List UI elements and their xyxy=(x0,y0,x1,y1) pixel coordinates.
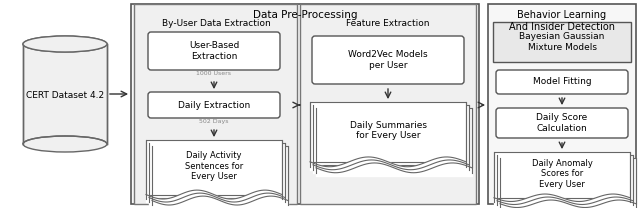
Text: By-User Data Extraction: By-User Data Extraction xyxy=(162,19,270,28)
Bar xyxy=(134,4,297,204)
Ellipse shape xyxy=(23,36,107,52)
Text: Daily Activity
Sentences for
Every User: Daily Activity Sentences for Every User xyxy=(185,151,243,181)
Ellipse shape xyxy=(23,136,107,152)
Bar xyxy=(131,4,479,204)
Bar xyxy=(23,44,107,144)
Bar xyxy=(313,105,469,165)
FancyBboxPatch shape xyxy=(496,108,628,138)
Bar xyxy=(488,4,636,204)
Bar xyxy=(152,146,288,201)
Text: Behavior Learning
And Insider Detection: Behavior Learning And Insider Detection xyxy=(509,10,615,32)
Text: Word2Vec Models
per User: Word2Vec Models per User xyxy=(348,50,428,70)
Text: Daily Score
Calculation: Daily Score Calculation xyxy=(536,113,588,133)
Bar xyxy=(310,102,466,162)
Bar xyxy=(149,143,285,198)
Text: Data Pre-Processing: Data Pre-Processing xyxy=(253,10,357,20)
Text: Bayesian Gaussian
Mixture Models: Bayesian Gaussian Mixture Models xyxy=(519,32,605,52)
Text: Daily Summaries
for Every User: Daily Summaries for Every User xyxy=(349,121,426,140)
Bar xyxy=(500,158,636,204)
Text: Model Fitting: Model Fitting xyxy=(532,78,591,87)
Bar xyxy=(300,4,476,204)
Text: Feature Extraction: Feature Extraction xyxy=(346,19,429,28)
Text: User-Based
Extraction: User-Based Extraction xyxy=(189,41,239,61)
Bar xyxy=(146,140,282,194)
FancyBboxPatch shape xyxy=(312,36,464,84)
Bar xyxy=(497,155,633,201)
Text: Daily Anomaly
Scores for
Every User: Daily Anomaly Scores for Every User xyxy=(532,159,593,189)
Ellipse shape xyxy=(23,36,107,52)
Bar xyxy=(494,152,630,198)
Text: Daily Extraction: Daily Extraction xyxy=(178,100,250,109)
Text: 502 Days: 502 Days xyxy=(199,119,228,124)
FancyBboxPatch shape xyxy=(496,70,628,94)
FancyBboxPatch shape xyxy=(148,32,280,70)
Text: CERT Dataset 4.2: CERT Dataset 4.2 xyxy=(26,92,104,100)
FancyBboxPatch shape xyxy=(148,92,280,118)
Bar xyxy=(493,22,631,62)
Bar xyxy=(316,108,472,168)
Text: 1000 Users: 1000 Users xyxy=(196,71,232,76)
